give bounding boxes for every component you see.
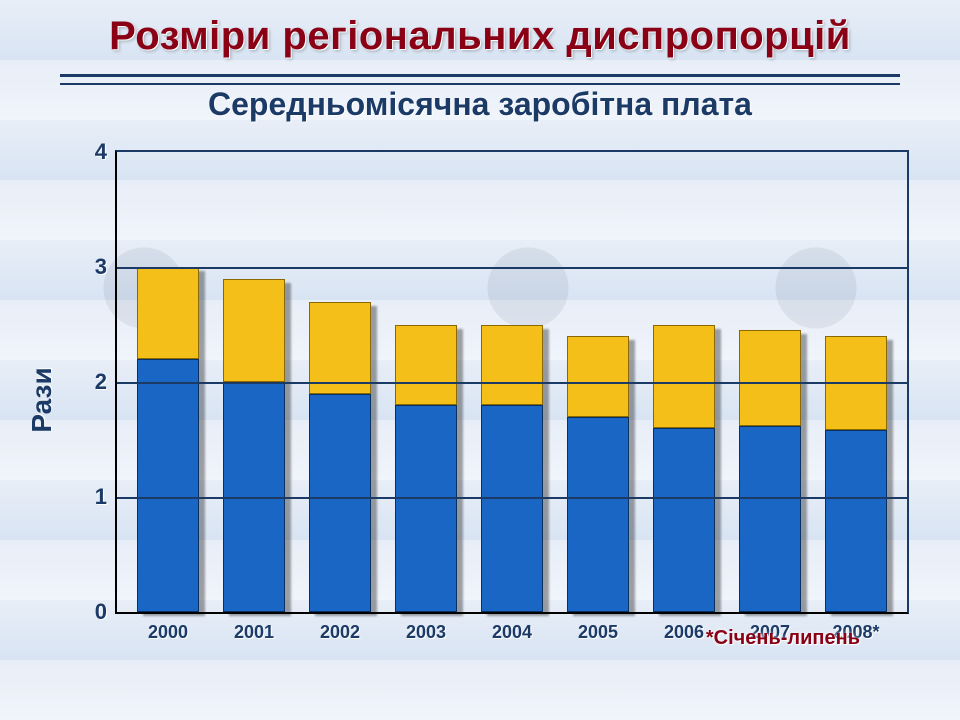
y-axis-label: Рази xyxy=(26,367,58,432)
bar-group xyxy=(309,302,371,613)
y-tick-label: 3 xyxy=(95,254,117,280)
bar-segment-lower xyxy=(395,405,457,612)
x-tick-label: 2001 xyxy=(223,612,285,643)
bar-segment-lower xyxy=(567,417,629,613)
plot-region: 0123420002001200220032004200520062007200… xyxy=(115,150,909,614)
x-tick-label: 2004 xyxy=(481,612,543,643)
title-underline xyxy=(60,74,900,85)
bar-group xyxy=(481,325,543,613)
bar-segment-lower xyxy=(653,428,715,612)
bar-segment-upper xyxy=(567,336,629,417)
bar-group xyxy=(223,279,285,613)
bar-segment-upper xyxy=(137,267,199,359)
y-tick-label: 2 xyxy=(95,369,117,395)
bar-group xyxy=(739,330,801,612)
x-tick-wrap: 2001 xyxy=(223,612,285,643)
bar-segment-upper xyxy=(223,279,285,383)
x-tick-wrap: 2002 xyxy=(309,612,371,643)
bar-segment-lower xyxy=(739,426,801,612)
x-tick-wrap: 2003 xyxy=(395,612,457,643)
bar-segment-upper xyxy=(395,325,457,406)
slide-title: Розміри регіональних диспропорцій xyxy=(0,14,960,59)
slide-subtitle: Середньомісячна заробітна плата xyxy=(0,86,960,123)
bar-segment-lower xyxy=(481,405,543,612)
footnote-text: *Січень-липень xyxy=(706,627,860,650)
bar-group xyxy=(395,325,457,613)
x-tick-label: 2005 xyxy=(567,612,629,643)
x-tick-label: 2003 xyxy=(395,612,457,643)
bar-segment-upper xyxy=(309,302,371,394)
bar-segment-upper xyxy=(739,330,801,425)
slide-root: Розміри регіональних диспропорцій Середн… xyxy=(0,0,960,720)
chart-area: Рази 01234200020012002200320042005200620… xyxy=(60,140,915,660)
bar-group xyxy=(825,336,887,612)
x-tick-wrap: 2005 xyxy=(567,612,629,643)
bar-segment-upper xyxy=(481,325,543,406)
bar-group xyxy=(137,267,199,612)
gridline xyxy=(117,497,907,499)
y-tick-label: 4 xyxy=(95,139,117,165)
x-tick-wrap: 2004 xyxy=(481,612,543,643)
y-tick-label: 1 xyxy=(95,484,117,510)
y-tick-label: 0 xyxy=(95,599,117,625)
bar-segment-lower xyxy=(309,394,371,613)
bar-segment-upper xyxy=(653,325,715,429)
bar-segment-lower xyxy=(137,359,199,612)
x-tick-wrap: 2000 xyxy=(137,612,199,643)
gridline xyxy=(117,267,907,269)
gridline xyxy=(117,382,907,384)
bar-group xyxy=(567,336,629,612)
bar-group xyxy=(653,325,715,613)
x-tick-label: 2000 xyxy=(137,612,199,643)
x-tick-label: 2002 xyxy=(309,612,371,643)
bar-segment-lower xyxy=(825,430,887,612)
